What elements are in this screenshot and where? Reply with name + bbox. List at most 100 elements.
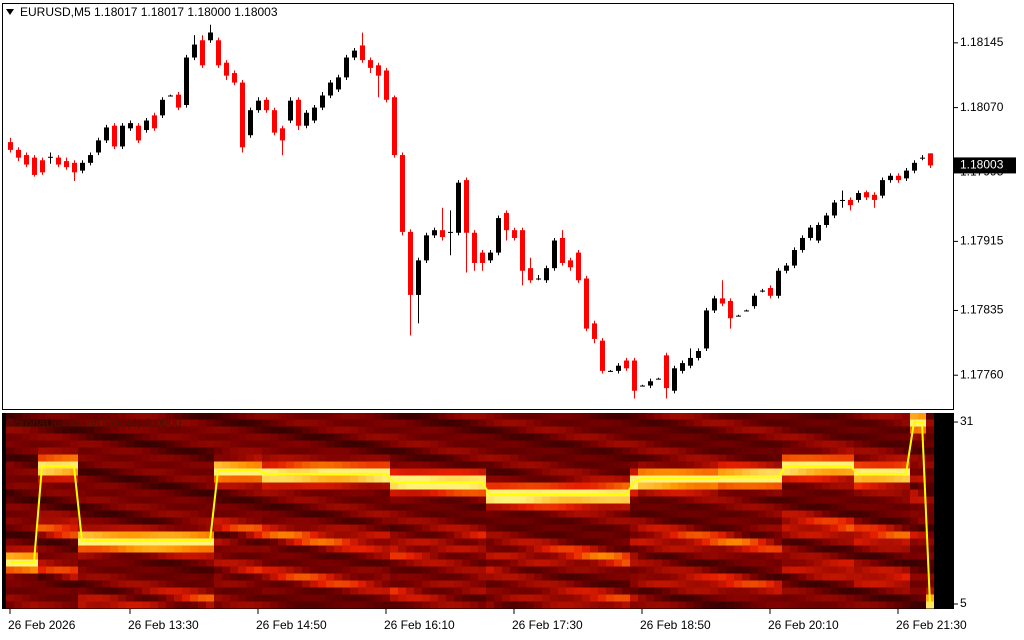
heatmap-cell	[334, 482, 342, 490]
heatmap-cell	[726, 447, 734, 455]
heatmap-cell	[806, 482, 814, 490]
heatmap-cell	[390, 566, 398, 574]
heatmap-cell	[662, 545, 670, 553]
heatmap-cell	[798, 447, 806, 455]
heatmap-cell	[518, 531, 526, 539]
heatmap-cell	[454, 454, 462, 462]
heatmap-cell	[806, 461, 814, 469]
heatmap-cell	[486, 496, 494, 504]
candle-body	[640, 385, 645, 387]
candle-body	[904, 170, 909, 179]
heatmap-cell	[342, 433, 350, 441]
heatmap-cell	[910, 461, 918, 469]
heatmap-cell	[350, 489, 358, 497]
heatmap-cell	[150, 566, 158, 574]
heatmap-cell	[582, 496, 590, 504]
heatmap-cell	[174, 531, 182, 539]
heatmap-cell	[398, 503, 406, 511]
heatmap-cell	[14, 426, 22, 434]
heatmap-cell	[782, 447, 790, 455]
candle-body	[136, 125, 141, 141]
heatmap-cell	[190, 461, 198, 469]
heatmap-cell	[502, 475, 510, 483]
heatmap-cell	[390, 531, 398, 539]
heatmap-cell	[318, 496, 326, 504]
heatmap-cell	[254, 454, 262, 462]
heatmap-cell	[606, 503, 614, 511]
heatmap-cell	[190, 580, 198, 588]
heatmap-cell	[374, 545, 382, 553]
heatmap-cell	[422, 496, 430, 504]
heatmap-cell	[110, 461, 118, 469]
heatmap-cell	[198, 440, 206, 448]
heatmap-cell	[430, 531, 438, 539]
heatmap-cell	[854, 461, 862, 469]
heatmap-cell	[70, 545, 78, 553]
candle-body	[296, 99, 301, 126]
heatmap-cell	[918, 531, 926, 539]
heatmap-cell	[342, 496, 350, 504]
collapse-arrow[interactable]	[6, 9, 14, 15]
heatmap-cell	[110, 496, 118, 504]
candle-body	[192, 44, 197, 58]
heatmap-cell	[86, 545, 94, 553]
heatmap-cell	[646, 531, 654, 539]
heatmap-cell	[430, 538, 438, 546]
heatmap-cell	[862, 538, 870, 546]
heatmap-cell	[366, 573, 374, 581]
heatmap-cell	[486, 440, 494, 448]
candle-body	[144, 120, 149, 131]
heatmap-cell	[774, 447, 782, 455]
heatmap-cell	[766, 447, 774, 455]
heatmap-cell	[198, 587, 206, 595]
heatmap-cell	[430, 524, 438, 532]
heatmap-cell	[438, 503, 446, 511]
heatmap-cell	[294, 601, 302, 609]
heatmap-cell	[206, 601, 214, 609]
heatmap-cell	[894, 475, 902, 483]
heatmap-cell	[14, 601, 22, 609]
candle-body	[608, 370, 613, 372]
heatmap-cell	[574, 482, 582, 490]
heatmap-cell	[382, 531, 390, 539]
heatmap-cell	[590, 580, 598, 588]
heatmap-cell	[174, 566, 182, 574]
heatmap-cell	[214, 489, 222, 497]
heatmap-cell	[678, 489, 686, 497]
heatmap-cell	[582, 573, 590, 581]
heatmap-cell	[182, 566, 190, 574]
heatmap-cell	[294, 503, 302, 511]
heatmap-cell	[54, 566, 62, 574]
heatmap-cell	[286, 510, 294, 518]
heatmap-cell	[686, 510, 694, 518]
heatmap-cell	[830, 503, 838, 511]
heatmap-cell	[334, 594, 342, 602]
heatmap-cell	[534, 496, 542, 504]
heatmap-cell	[566, 433, 574, 441]
heatmap-cell	[158, 475, 166, 483]
heatmap-cell	[702, 552, 710, 560]
heatmap-cell	[470, 594, 478, 602]
heatmap-cell	[38, 454, 46, 462]
heatmap-cell	[910, 413, 918, 420]
heatmap-cell	[918, 454, 926, 462]
heatmap-cell	[758, 468, 766, 476]
heatmap-cell	[806, 538, 814, 546]
heatmap-cell	[838, 419, 846, 427]
heatmap-cell	[550, 468, 558, 476]
heatmap-cell	[550, 510, 558, 518]
heatmap-cell	[214, 531, 222, 539]
heatmap-cell	[158, 531, 166, 539]
candle-body	[344, 57, 349, 78]
heatmap-cell	[302, 496, 310, 504]
heatmap-cell	[830, 413, 838, 420]
heatmap-cell	[894, 454, 902, 462]
candle-body	[56, 157, 61, 165]
heatmap-cell	[150, 580, 158, 588]
heatmap-cell	[774, 559, 782, 567]
heatmap-cell	[326, 503, 334, 511]
heatmap-cell	[326, 587, 334, 595]
heatmap-cell	[862, 580, 870, 588]
heatmap-cell	[270, 545, 278, 553]
heatmap-cell	[734, 552, 742, 560]
